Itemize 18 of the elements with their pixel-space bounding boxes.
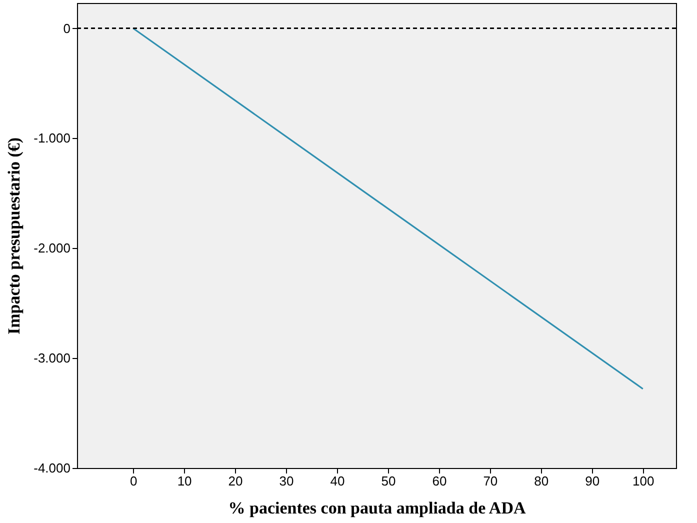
y-tick-label: -1.000 xyxy=(34,130,70,146)
x-tick-label: 0 xyxy=(130,474,138,488)
x-tick-label: 90 xyxy=(585,474,600,488)
x-tick-label: 80 xyxy=(534,474,549,488)
y-tick-label: -2.000 xyxy=(34,240,70,256)
y-tick-label: 0 xyxy=(63,20,70,36)
x-tick-label: 30 xyxy=(279,474,294,488)
x-tick-label: 40 xyxy=(330,474,345,488)
y-axis-title: Impacto presupuestario (€) xyxy=(4,137,24,335)
x-tick-label: 100 xyxy=(632,474,654,488)
x-tick-label: 50 xyxy=(381,474,396,488)
x-tick-label: 60 xyxy=(432,474,447,488)
x-axis-title: % pacientes con pauta ampliada de ADA xyxy=(228,498,526,518)
x-tick-label: 10 xyxy=(177,474,192,488)
y-tick-label: -3.000 xyxy=(34,350,70,366)
x-tick-label: 70 xyxy=(483,474,498,488)
x-tick-label: 20 xyxy=(228,474,243,488)
y-tick-label: -4.000 xyxy=(34,460,70,476)
